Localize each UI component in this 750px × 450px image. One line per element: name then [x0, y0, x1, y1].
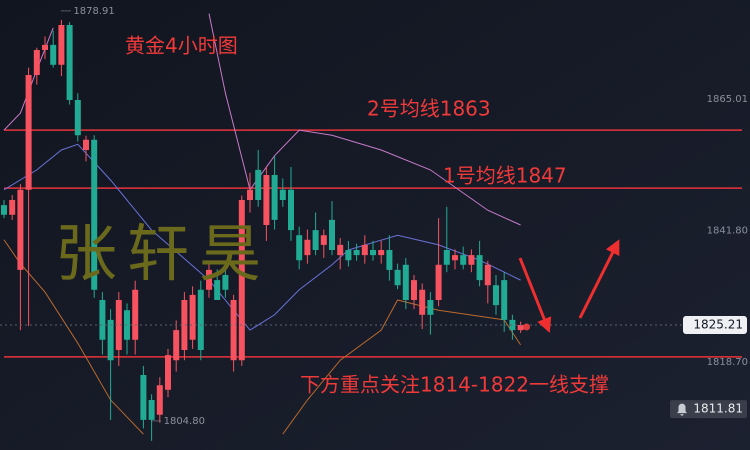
- candle-body: [42, 44, 48, 50]
- candle-body: [132, 289, 139, 340]
- annotation: 下方重点关注1814-1822一线支撑: [300, 373, 609, 397]
- low-label: 1804.80: [164, 416, 205, 427]
- candle-body: [443, 250, 450, 265]
- candle-body: [501, 280, 508, 320]
- annotation: 2号均线1863: [367, 97, 491, 121]
- candle-body: [353, 250, 360, 256]
- candle-body: [296, 235, 303, 261]
- candle-body: [206, 269, 212, 290]
- candle-body: [484, 264, 491, 286]
- high-label: 1878.91: [73, 6, 114, 17]
- bell-icon: [677, 403, 687, 416]
- candle-body: [435, 264, 442, 300]
- candle-body: [361, 244, 368, 256]
- candle-body: [230, 300, 237, 361]
- candle-body: [50, 44, 57, 65]
- y-tick-label: 1865.01: [707, 94, 748, 105]
- candle-body: [468, 255, 475, 265]
- candle-body: [25, 75, 32, 190]
- arrow: [578, 239, 620, 319]
- annotation: 1号均线1847: [443, 164, 567, 188]
- candle-body: [493, 285, 499, 306]
- candle-body: [345, 250, 352, 261]
- candle-body: [99, 300, 106, 340]
- candle-body: [517, 324, 524, 331]
- watermark: 张轩昊: [55, 217, 271, 290]
- candle-body: [329, 219, 335, 250]
- candle-body: [33, 50, 40, 75]
- candle-body: [427, 300, 434, 315]
- price-badge-label: 1825.21: [693, 317, 743, 331]
- y-tick-label: 1841.80: [707, 226, 748, 237]
- candle-body: [476, 255, 483, 281]
- price-badge: [683, 315, 747, 334]
- candle-body: [279, 189, 286, 200]
- candle-body: [148, 400, 155, 420]
- candle-body: [9, 200, 16, 215]
- candle-body: [181, 300, 188, 350]
- candle-body: [197, 289, 204, 350]
- candle-body: [173, 330, 180, 361]
- alert-badge: [670, 400, 747, 419]
- candle-body: [165, 355, 171, 390]
- candle-body: [509, 319, 516, 331]
- candle-body: [394, 269, 401, 286]
- ma-line: [3, 143, 521, 331]
- candle-body: [238, 200, 245, 361]
- candle-body: [66, 25, 73, 100]
- candle-body: [460, 255, 467, 265]
- candle-body: [271, 175, 278, 220]
- arrow: [518, 257, 552, 333]
- candle-body: [189, 294, 196, 340]
- ma-line: [282, 299, 522, 435]
- candle-body: [312, 230, 319, 250]
- candle-body: [452, 255, 458, 261]
- candle-body: [214, 280, 221, 300]
- last-price-dot: [523, 323, 531, 331]
- candle-body: [402, 264, 409, 300]
- chart-title: 黄金4小时图: [125, 34, 238, 58]
- plot-area: [0, 13, 742, 441]
- candle-body: [91, 139, 98, 290]
- candle-body: [255, 169, 262, 200]
- candle-body: [263, 175, 270, 225]
- candle-body: [140, 375, 147, 420]
- candle-body: [304, 239, 311, 256]
- candle-body: [115, 300, 122, 350]
- candle-body: [411, 280, 417, 300]
- candle-body: [58, 25, 65, 65]
- candle-body: [83, 139, 89, 150]
- candle-body: [386, 250, 393, 270]
- candle-body: [337, 244, 344, 256]
- candle-body: [419, 289, 426, 315]
- candle-body: [320, 235, 327, 245]
- candle-body: [1, 205, 7, 215]
- candle-body: [378, 250, 385, 256]
- candle-body: [156, 385, 163, 415]
- alert-badge-label: 1811.81: [693, 402, 743, 416]
- candle-body: [107, 319, 114, 361]
- candle-body: [74, 100, 81, 136]
- candle-body: [222, 275, 229, 290]
- candle-body: [247, 189, 253, 200]
- candle-body: [370, 250, 376, 256]
- ma-line: [208, 13, 521, 226]
- candle-body: [17, 189, 24, 270]
- candle-body: [288, 189, 294, 231]
- y-tick-label: 1818.70: [707, 357, 748, 368]
